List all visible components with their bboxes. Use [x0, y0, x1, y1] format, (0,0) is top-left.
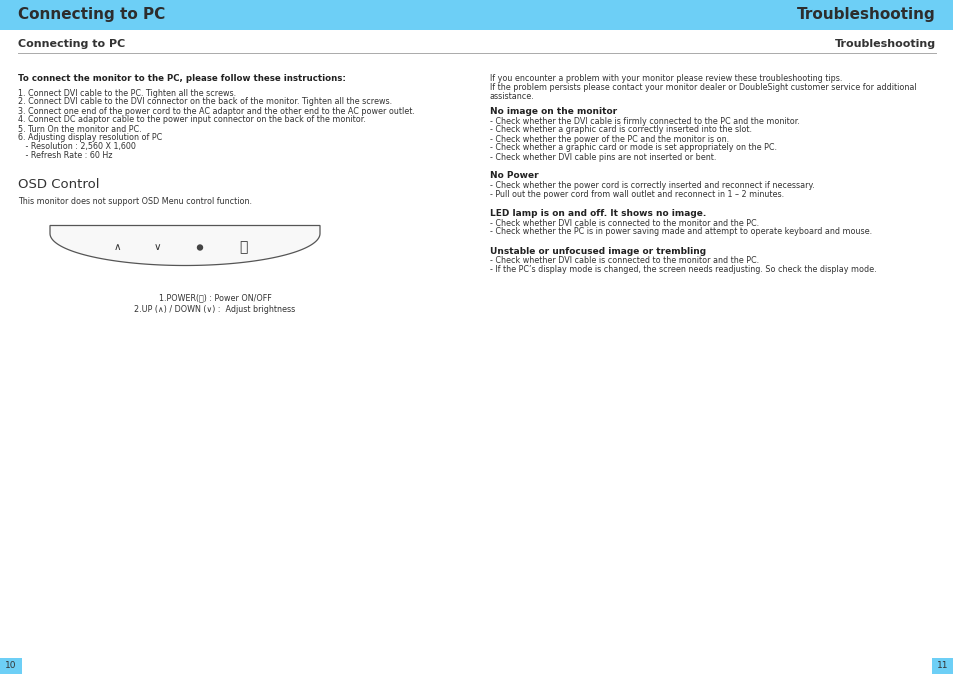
Text: - Check whether DVI cable is connected to the monitor and the PC.: - Check whether DVI cable is connected t…	[490, 218, 759, 228]
Text: Connecting to PC: Connecting to PC	[18, 7, 165, 22]
Text: - Check whether the power of the PC and the monitor is on.: - Check whether the power of the PC and …	[490, 135, 728, 144]
Text: 2.UP (∧) / DOWN (∨) :  Adjust brightness: 2.UP (∧) / DOWN (∨) : Adjust brightness	[134, 305, 295, 315]
Text: - Check whether a graphic card or mode is set appropriately on the PC.: - Check whether a graphic card or mode i…	[490, 144, 776, 152]
Bar	[0, 658, 22, 674]
Text: 6. Adjusting display resolution of PC: 6. Adjusting display resolution of PC	[18, 133, 162, 142]
Polygon shape	[50, 226, 319, 266]
Bar	[931, 658, 953, 674]
Text: ∨: ∨	[153, 243, 161, 253]
Text: - If the PC’s display mode is changed, the screen needs readjusting. So check th: - If the PC’s display mode is changed, t…	[490, 265, 876, 274]
Text: If the problem persists please contact your monitor dealer or DoubleSight custom: If the problem persists please contact y…	[490, 83, 916, 92]
Text: No Power: No Power	[490, 171, 538, 181]
Text: ∧: ∧	[113, 243, 121, 253]
Text: OSD Control: OSD Control	[18, 179, 99, 191]
Text: 10: 10	[6, 661, 17, 671]
Text: Unstable or unfocused image or trembling: Unstable or unfocused image or trembling	[490, 247, 705, 255]
Text: 1.POWER(⏻) : Power ON/OFF: 1.POWER(⏻) : Power ON/OFF	[158, 293, 271, 303]
Text: This monitor does not support OSD Menu control function.: This monitor does not support OSD Menu c…	[18, 197, 252, 206]
Text: 5. Turn On the monitor and PC.: 5. Turn On the monitor and PC.	[18, 125, 141, 133]
Text: LED lamp is on and off. It shows no image.: LED lamp is on and off. It shows no imag…	[490, 209, 705, 218]
Text: - Check whether a graphic card is correctly inserted into the slot.: - Check whether a graphic card is correc…	[490, 125, 751, 135]
Text: Troubleshooting: Troubleshooting	[834, 39, 935, 49]
Text: - Check whether DVI cable pins are not inserted or bent.: - Check whether DVI cable pins are not i…	[490, 152, 716, 162]
Text: 11: 11	[936, 661, 947, 671]
Text: assistance.: assistance.	[490, 92, 535, 101]
Text: - Pull out the power cord from wall outlet and reconnect in 1 – 2 minutes.: - Pull out the power cord from wall outl…	[490, 190, 783, 199]
Text: - Check whether the PC is in power saving made and attempt to operate keyboard a: - Check whether the PC is in power savin…	[490, 228, 871, 237]
Text: 4. Connect DC adaptor cable to the power input connector on the back of the moni: 4. Connect DC adaptor cable to the power…	[18, 115, 366, 125]
Text: - Check whether the DVI cable is firmly connected to the PC and the monitor.: - Check whether the DVI cable is firmly …	[490, 117, 799, 125]
Bar	[0, 0, 953, 30]
Text: - Check whether the power cord is correctly inserted and reconnect if necessary.: - Check whether the power cord is correc…	[490, 181, 814, 190]
Text: Troubleshooting: Troubleshooting	[797, 7, 935, 22]
Text: Connecting to PC: Connecting to PC	[18, 39, 125, 49]
Text: 2. Connect DVI cable to the DVI connector on the back of the monitor. Tighten al: 2. Connect DVI cable to the DVI connecto…	[18, 98, 392, 106]
Circle shape	[197, 245, 202, 250]
Text: - Resolution : 2,560 X 1,600: - Resolution : 2,560 X 1,600	[18, 142, 135, 152]
Text: If you encounter a problem with your monitor please review these troubleshooting: If you encounter a problem with your mon…	[490, 74, 841, 83]
Text: No image on the monitor: No image on the monitor	[490, 107, 617, 116]
Text: 1. Connect DVI cable to the PC. Tighten all the screws.: 1. Connect DVI cable to the PC. Tighten …	[18, 88, 236, 98]
Text: - Refresh Rate : 60 Hz: - Refresh Rate : 60 Hz	[18, 152, 112, 160]
Text: To connect the monitor to the PC, please follow these instructions:: To connect the monitor to the PC, please…	[18, 74, 346, 83]
Text: ⏻: ⏻	[238, 241, 247, 255]
Text: - Check whether DVI cable is connected to the monitor and the PC.: - Check whether DVI cable is connected t…	[490, 256, 759, 265]
Text: 3. Connect one end of the power cord to the AC adaptor and the other end to the : 3. Connect one end of the power cord to …	[18, 106, 415, 115]
